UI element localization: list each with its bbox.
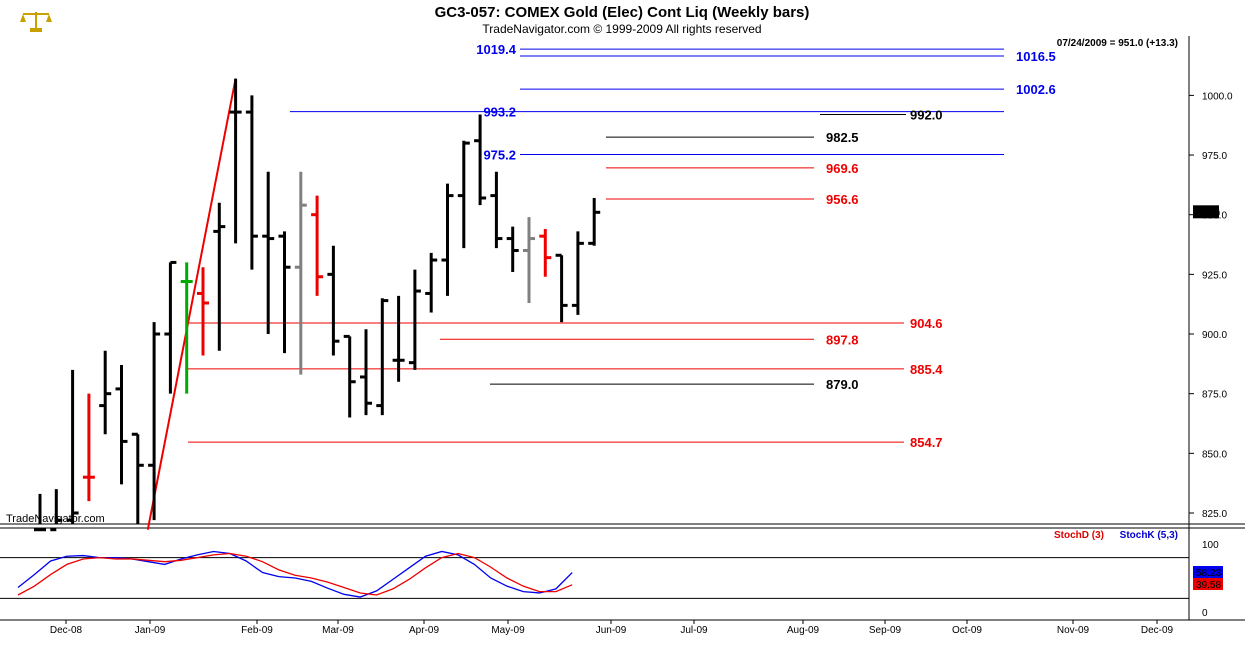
- ohlc-bar-Jun-19-09: [506, 226, 519, 272]
- stoch-tick-label: 100: [1202, 540, 1219, 551]
- level-label-897-8: 897.8: [826, 332, 859, 347]
- level-label-1019-4: 1019.4: [476, 42, 517, 57]
- ohlc-bar-Mar-13-09: [278, 231, 291, 354]
- price-tick-label: 900.0: [1202, 330, 1227, 341]
- ohlc-bar-Jan-02-09: [115, 365, 128, 485]
- ohlc-bar-Jan-16-09: [148, 322, 161, 521]
- ohlc-bar-Feb-13-09: [213, 202, 226, 351]
- ohlc-bar-Feb-06-09: [197, 267, 209, 356]
- ohlc-bar-Apr-10-09: [343, 334, 356, 418]
- time-tick-label: Nov-09: [1057, 625, 1090, 636]
- level-lines: 1019.4 1016.5 1002.6 993.2 992.0 982.5 975.2 96…: [188, 42, 1056, 450]
- ohlc-bar-Dec-26-08: [99, 350, 112, 435]
- ohlc-bar-Jun-12-09: [490, 171, 503, 249]
- stoch-tick-label: 0: [1202, 608, 1208, 619]
- level-label-975-2: 975.2: [483, 148, 516, 163]
- level-label-969-6: 969.6: [826, 161, 859, 176]
- time-tick-label: Dec-08: [50, 625, 83, 636]
- stochd-line: [17, 552, 573, 596]
- ohlc-bar-Feb-27-09: [245, 95, 258, 270]
- ohlc-bar-Mar-06-09: [262, 171, 275, 335]
- time-axis-ticks: Dec-08 Jan-09 Feb-09 Mar-09 Apr-09 May-09 Jun-…: [50, 620, 1174, 636]
- ohlc-bar-Jan-09-09: [131, 432, 144, 524]
- time-tick-label: Feb-09: [241, 625, 273, 636]
- stochd-last-badge: [1193, 578, 1223, 590]
- stochd-last-value: 39.58: [1196, 580, 1221, 591]
- time-tick-label: May-09: [491, 625, 525, 636]
- chart-title: GC3-057: COMEX Gold (Elec) Cont Liq (Wee…: [435, 4, 810, 21]
- ohlc-bar-Jul-10-09: [555, 253, 568, 323]
- time-tick-label: Oct-09: [952, 625, 982, 636]
- ohlc-bar-Dec-12-08: [66, 369, 79, 524]
- price-readout: 07/24/2009 = 951.0 (+13.3): [1057, 38, 1178, 49]
- ohlc-bar-Mar-27-09: [311, 195, 324, 296]
- time-tick-label: Jun-09: [596, 625, 627, 636]
- time-tick-label: Mar-09: [322, 625, 354, 636]
- ohlc-bar-Apr-24-09: [376, 298, 389, 416]
- price-tick-label: 850.0: [1202, 449, 1227, 460]
- ohlc-bar-Dec-19-08: [82, 393, 95, 502]
- level-label-904-6: 904.6: [910, 316, 943, 331]
- ohlc-bar-May-01-09: [392, 295, 405, 382]
- level-label-1002-6: 1002.6: [1016, 82, 1056, 97]
- ohlc-bar-May-22-09: [441, 183, 454, 296]
- ohlc-bar-Jan-30-09: [180, 262, 193, 394]
- ohlc-bar-Jul-03-09: [539, 229, 552, 277]
- price-tick-label: 825.0: [1202, 509, 1227, 520]
- ohlc-bar-May-29-09: [457, 140, 470, 249]
- time-tick-label: Aug-09: [787, 625, 820, 636]
- time-tick-label: Sep-09: [869, 625, 902, 636]
- level-label-885-4: 885.4: [910, 362, 943, 377]
- level-label-992-0: 992.0: [910, 107, 943, 122]
- ohlc-bar-Apr-17-09: [360, 329, 372, 416]
- ohlc-bar-Jul-24-09: [588, 197, 601, 246]
- stochk-last-badge: [1193, 566, 1223, 578]
- level-label-854-7: 854.7: [910, 435, 943, 450]
- level-label-1016-5: 1016.5: [1016, 49, 1056, 64]
- copyright-text: TradeNavigator.com © 1999-2009 All right…: [482, 22, 761, 36]
- stochk-legend: StochK (5,3): [1120, 530, 1178, 541]
- level-label-956-6: 956.6: [826, 192, 859, 207]
- ohlc-bar-Jul-17-09: [571, 231, 584, 315]
- balance-scale-logo: [20, 12, 52, 32]
- time-tick-label: Apr-09: [409, 625, 439, 636]
- ohlc-bar-Jan-23-09: [164, 260, 177, 394]
- price-tick-label: 925.0: [1202, 270, 1227, 281]
- ohlc-bar-Mar-20-09: [294, 171, 307, 375]
- time-tick-label: Dec-09: [1141, 625, 1174, 636]
- ohlc-bar-Nov-28-08: [34, 493, 46, 532]
- stochd-legend: StochD (3): [1054, 530, 1104, 541]
- level-label-982-5: 982.5: [826, 130, 859, 145]
- level-label-993-2: 993.2: [483, 105, 516, 120]
- trendline: [146, 78, 237, 530]
- stochk-last-value: 58.23: [1196, 568, 1221, 579]
- ohlc-bar-Apr-03-09: [327, 245, 340, 356]
- trendline-segment: [146, 78, 237, 530]
- ohlc-bar-May-08-09: [408, 269, 421, 370]
- price-tick-label: 975.0: [1202, 151, 1227, 162]
- svg-text:951.0: 951.0: [1195, 208, 1220, 219]
- price-tick-label: 1000.0: [1202, 91, 1233, 102]
- ohlc-bar-May-15-09: [425, 252, 438, 313]
- ohlc-bar-Feb-20-09: [229, 78, 242, 244]
- stochk-line: [17, 550, 573, 598]
- ohlc-bar-Jun-05-09: [474, 114, 487, 206]
- ohlc-bar-Dec-05-08: [50, 489, 63, 532]
- level-label-879-0: 879.0: [826, 377, 859, 392]
- price-tick-label: 875.0: [1202, 390, 1227, 401]
- last-price-badge: 951.0: [1193, 205, 1220, 219]
- time-tick-label: Jul-09: [680, 625, 708, 636]
- ohlc-bar-Jun-26-09: [523, 217, 535, 303]
- time-tick-label: Jan-09: [135, 625, 166, 636]
- price-bars: [34, 78, 601, 532]
